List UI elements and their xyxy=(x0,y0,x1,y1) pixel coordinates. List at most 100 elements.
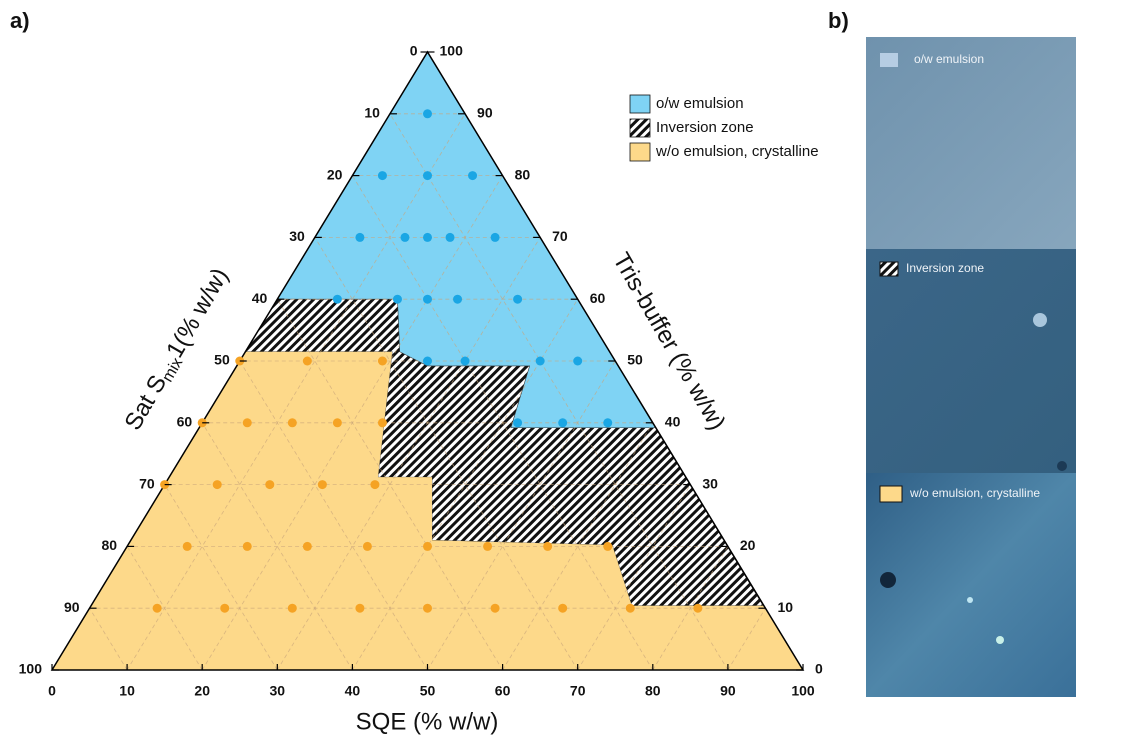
data-point xyxy=(303,357,312,366)
right-tick-label: 20 xyxy=(740,537,756,553)
left-tick-label: 10 xyxy=(364,105,380,121)
data-point xyxy=(400,233,409,242)
data-point xyxy=(355,604,364,613)
x-tick-label: 50 xyxy=(420,683,436,699)
legend-swatch xyxy=(880,53,898,67)
right-tick-label: 60 xyxy=(590,290,606,306)
data-point xyxy=(423,604,432,613)
micrograph-label: w/o emulsion, crystalline xyxy=(909,486,1040,500)
x-tick-label: 80 xyxy=(645,683,661,699)
data-point xyxy=(491,604,500,613)
data-point xyxy=(483,542,492,551)
data-point xyxy=(370,480,379,489)
data-point xyxy=(603,418,612,427)
data-point xyxy=(378,171,387,180)
data-point xyxy=(265,480,274,489)
data-point xyxy=(626,604,635,613)
data-point xyxy=(558,418,567,427)
data-point xyxy=(288,604,297,613)
panel-label: a) xyxy=(10,8,30,33)
data-point xyxy=(333,418,342,427)
legend-label: w/o emulsion, crystalline xyxy=(655,143,819,160)
data-point xyxy=(243,418,252,427)
panel-label: b) xyxy=(828,8,849,33)
x-tick-label: 10 xyxy=(119,683,135,699)
x-tick-label: 30 xyxy=(270,683,286,699)
data-point xyxy=(468,171,477,180)
data-point xyxy=(378,357,387,366)
droplet xyxy=(880,572,896,588)
data-point xyxy=(393,295,402,304)
legend-swatch xyxy=(630,143,650,161)
figure: a) b) SQE (% w/w) Sat Smix1(% w/w) Tris-… xyxy=(0,0,1134,743)
data-point xyxy=(693,604,702,613)
right-tick-label: 30 xyxy=(702,475,718,491)
data-point xyxy=(573,357,582,366)
right-tick-label: 50 xyxy=(627,352,643,368)
left-tick-label: 90 xyxy=(64,599,80,615)
data-point xyxy=(153,604,162,613)
legend-label: Inversion zone xyxy=(656,119,754,136)
data-point xyxy=(243,542,252,551)
data-point xyxy=(378,418,387,427)
data-point xyxy=(446,233,455,242)
legend-swatch xyxy=(630,119,650,137)
micrograph xyxy=(866,249,1076,473)
data-point xyxy=(363,542,372,551)
right-tick-label: 70 xyxy=(552,228,568,244)
left-tick-label: 30 xyxy=(289,228,305,244)
x-axis-title: SQE (% w/w) xyxy=(356,708,499,735)
x-tick-label: 60 xyxy=(495,683,511,699)
data-point xyxy=(513,295,522,304)
data-point xyxy=(220,604,229,613)
data-point xyxy=(213,480,222,489)
micrograph xyxy=(866,37,1076,249)
micrograph xyxy=(866,473,1076,697)
micrograph-label: o/w emulsion xyxy=(914,52,984,66)
legend-swatch xyxy=(880,486,902,502)
data-point xyxy=(513,418,522,427)
left-tick-label: 70 xyxy=(139,475,155,491)
data-point xyxy=(333,295,342,304)
x-tick-label: 0 xyxy=(48,683,56,699)
data-point xyxy=(536,357,545,366)
data-point xyxy=(558,604,567,613)
data-point xyxy=(423,357,432,366)
data-point xyxy=(423,233,432,242)
data-point xyxy=(423,171,432,180)
data-point xyxy=(603,542,612,551)
legend-swatch xyxy=(880,262,898,276)
left-tick-label: 100 xyxy=(19,661,43,677)
right-tick-label: 10 xyxy=(777,599,793,615)
left-tick-label: 40 xyxy=(252,290,268,306)
left-tick-label: 60 xyxy=(177,414,193,430)
data-point xyxy=(491,233,500,242)
droplet xyxy=(1033,313,1047,327)
data-point xyxy=(423,295,432,304)
data-point xyxy=(423,109,432,118)
right-tick-label: 0 xyxy=(815,661,823,677)
legend-swatch xyxy=(630,95,650,113)
droplet xyxy=(967,597,973,603)
data-point xyxy=(318,480,327,489)
x-tick-label: 70 xyxy=(570,683,586,699)
x-tick-label: 20 xyxy=(194,683,210,699)
micrograph-panel: o/w emulsion Inversion zone w/o emulsion… xyxy=(866,37,1076,697)
micrograph-label: Inversion zone xyxy=(906,261,984,275)
x-tick-label: 90 xyxy=(720,683,736,699)
axis-title-part: 1(% w/w) xyxy=(162,264,235,363)
x-tick-label: 40 xyxy=(345,683,361,699)
data-point xyxy=(453,295,462,304)
legend-label: o/w emulsion xyxy=(656,95,744,112)
droplet xyxy=(996,636,1004,644)
right-tick-label: 90 xyxy=(477,105,493,121)
data-point xyxy=(461,357,470,366)
left-tick-label: 20 xyxy=(327,166,343,182)
right-tick-label: 100 xyxy=(440,43,464,59)
droplet xyxy=(1057,461,1067,471)
data-point xyxy=(355,233,364,242)
left-tick-label: 80 xyxy=(102,537,118,553)
left-tick-label: 50 xyxy=(214,352,230,368)
x-tick-label: 100 xyxy=(791,683,815,699)
right-tick-label: 40 xyxy=(665,414,681,430)
